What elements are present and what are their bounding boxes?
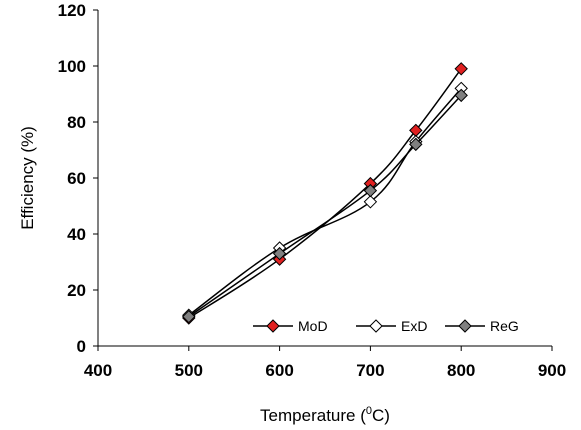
x-tick-label: 600: [265, 361, 293, 380]
data-point: [454, 88, 468, 103]
y-tick-label: 20: [67, 281, 86, 300]
x-axis-title-main: Temperature (: [260, 406, 366, 425]
legend-label: MoD: [298, 318, 328, 334]
legend-label: ReG: [490, 318, 519, 334]
y-tick-label: 60: [67, 169, 86, 188]
series-reg: [182, 88, 468, 324]
x-tick-label: 700: [356, 361, 384, 380]
data-point: [363, 195, 378, 209]
legend-marker: [266, 319, 280, 333]
data-point: [454, 62, 468, 76]
x-axis-title-sup: 0: [366, 405, 372, 417]
y-tick-label: 40: [67, 225, 86, 244]
data-point: [409, 137, 423, 152]
series-mod: [182, 62, 468, 325]
legend-item-reg: ReG: [445, 318, 519, 334]
legend-label: ExD: [401, 318, 427, 334]
legend-marker: [458, 319, 472, 333]
legend-marker: [369, 319, 383, 333]
x-tick-label: 500: [175, 361, 203, 380]
y-axis-title: Efficiency (%): [18, 126, 37, 230]
x-tick-label: 400: [84, 361, 112, 380]
data-point: [363, 183, 378, 198]
y-tick-label: 100: [58, 57, 86, 76]
y-tick-label: 0: [77, 337, 86, 356]
tick-labels: 0 20 40 60 80 100 120 400 500 600 700 800 900: [58, 1, 567, 380]
x-tick-label: 800: [447, 361, 475, 380]
y-tick-label: 80: [67, 113, 86, 132]
y-tick-label: 120: [58, 1, 86, 20]
data-point: [272, 246, 287, 261]
legend: MoD ExD ReG: [253, 318, 519, 334]
x-axis-title-suffix: C): [372, 406, 390, 425]
series-line: [188, 87, 462, 316]
series-line: [188, 68, 462, 319]
x-axis-title: Temperature (0C): [260, 405, 390, 425]
axes: [93, 9, 553, 351]
x-tick-label: 900: [538, 361, 566, 380]
legend-item-exd: ExD: [356, 318, 427, 334]
series-line: [188, 94, 462, 318]
legend-item-mod: MoD: [253, 318, 328, 334]
data-point: [182, 309, 196, 324]
series-lines: [182, 62, 468, 325]
